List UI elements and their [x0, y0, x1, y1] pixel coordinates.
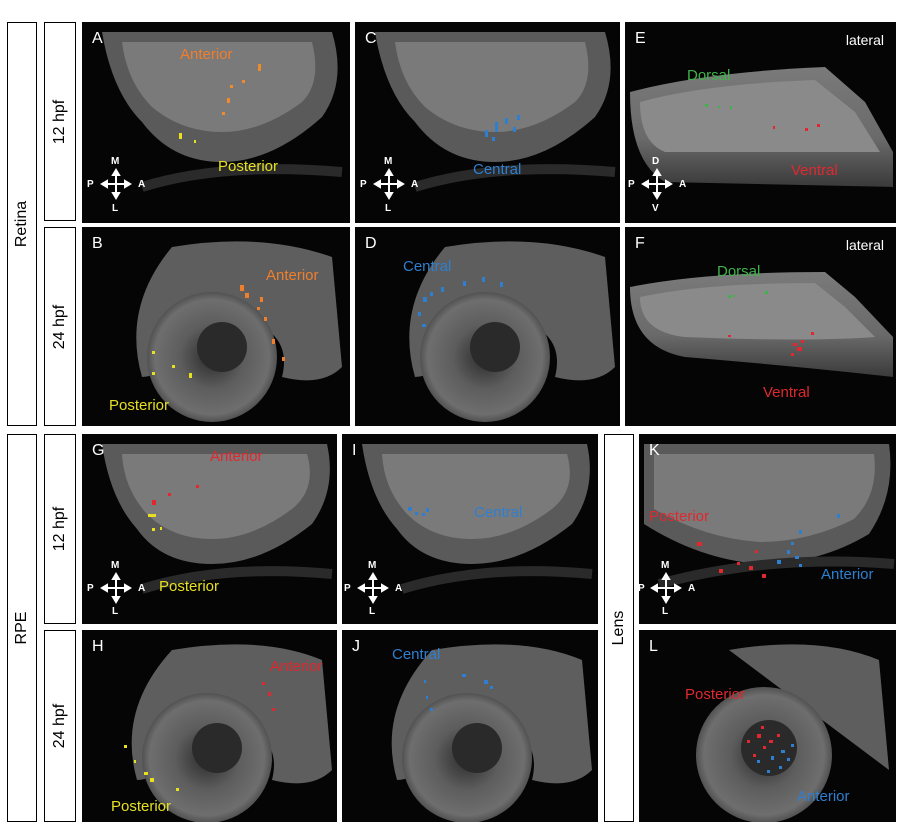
panel-h: H Anterior Posterior [82, 630, 337, 822]
lens-label: Lens [610, 610, 627, 646]
compass-arrows-icon [100, 572, 132, 604]
region-label-central: Central [473, 161, 522, 178]
rpe-label: RPE [13, 611, 30, 645]
rpe-group-label: RPE [7, 434, 37, 822]
region-label-posterior: Posterior [109, 397, 170, 414]
compass-arrows-icon [641, 168, 673, 200]
region-label-anterior: Anterior [797, 788, 850, 805]
region-label-central: Central [403, 258, 452, 275]
region-label-posterior: Posterior [159, 578, 220, 595]
panel-g: G Anterior Posterior M L P A [82, 434, 337, 624]
compass-mlpa [96, 164, 136, 204]
panel-k: K Posterior Anterior M L P A [639, 434, 896, 624]
lens-group-label: Lens [604, 434, 634, 822]
panel-letter-c: C [365, 30, 377, 47]
panel-j: J Central [342, 630, 598, 822]
view-label-lateral: lateral [845, 32, 884, 48]
panel-letter-b: B [92, 235, 103, 252]
panel-letter-i: I [352, 442, 357, 459]
panel-a: A Anterior Posterior M L P A [82, 22, 350, 223]
region-label-anterior: Anterior [210, 448, 263, 465]
region-label-anterior: Anterior [270, 658, 323, 675]
stage-label-rpe-12: 12 hpf [44, 434, 76, 624]
region-label-anterior: Anterior [180, 46, 233, 63]
region-label-posterior: Posterior [685, 686, 746, 703]
retina-label: Retina [13, 200, 30, 248]
compass-arrows-icon [373, 168, 405, 200]
panel-l: L Posterior Anterior [639, 630, 896, 822]
panel-letter-d: D [365, 235, 377, 252]
panel-letter-g: G [92, 442, 105, 459]
panel-a-image [102, 32, 343, 192]
region-label-posterior: Posterior [218, 158, 279, 175]
compass-arrows-icon [100, 168, 132, 200]
region-label-ventral: Ventral [791, 162, 838, 179]
region-label-central: Central [392, 646, 441, 663]
compass-arrows-icon [357, 572, 389, 604]
region-label-posterior: Posterior [649, 508, 710, 525]
panel-d: D Central [355, 227, 620, 426]
panel-letter-j: J [352, 638, 360, 655]
panel-letter-e: E [635, 30, 646, 47]
panel-letter-f: F [635, 235, 645, 252]
panel-letter-h: H [92, 638, 104, 655]
stage-label-retina-12: 12 hpf [44, 22, 76, 221]
compass-mlpa [353, 568, 393, 608]
compass-mlpa [646, 568, 686, 608]
panel-letter-l: L [649, 638, 658, 655]
compass-mlpa [96, 568, 136, 608]
region-label-dorsal: Dorsal [687, 67, 731, 84]
panel-letter-a: A [92, 30, 103, 47]
panel-letter-k: K [649, 442, 660, 459]
stage-label-rpe-24: 24 hpf [44, 630, 76, 822]
panel-f: F lateral Dorsal Ventral [625, 227, 896, 426]
region-label-anterior: Anterior [266, 267, 319, 284]
panel-e: E lateral Dorsal Ventral D V P A [625, 22, 896, 223]
region-label-posterior: Posterior [111, 798, 172, 815]
retina-group-label: Retina [7, 22, 37, 426]
panel-i: I Central M L P A [342, 434, 598, 624]
region-label-central: Central [474, 504, 523, 521]
compass-dvpa [637, 164, 677, 204]
region-label-dorsal: Dorsal [717, 263, 761, 280]
region-label-anterior: Anterior [821, 566, 874, 583]
panel-c: C Central M L P A [355, 22, 620, 223]
view-label-lateral: lateral [845, 237, 884, 253]
stage-label-retina-24: 24 hpf [44, 227, 76, 426]
compass-arrows-icon [650, 572, 682, 604]
region-label-ventral: Ventral [763, 384, 810, 401]
panel-b: B Anterior Posterior [82, 227, 350, 426]
compass-mlpa [369, 164, 409, 204]
